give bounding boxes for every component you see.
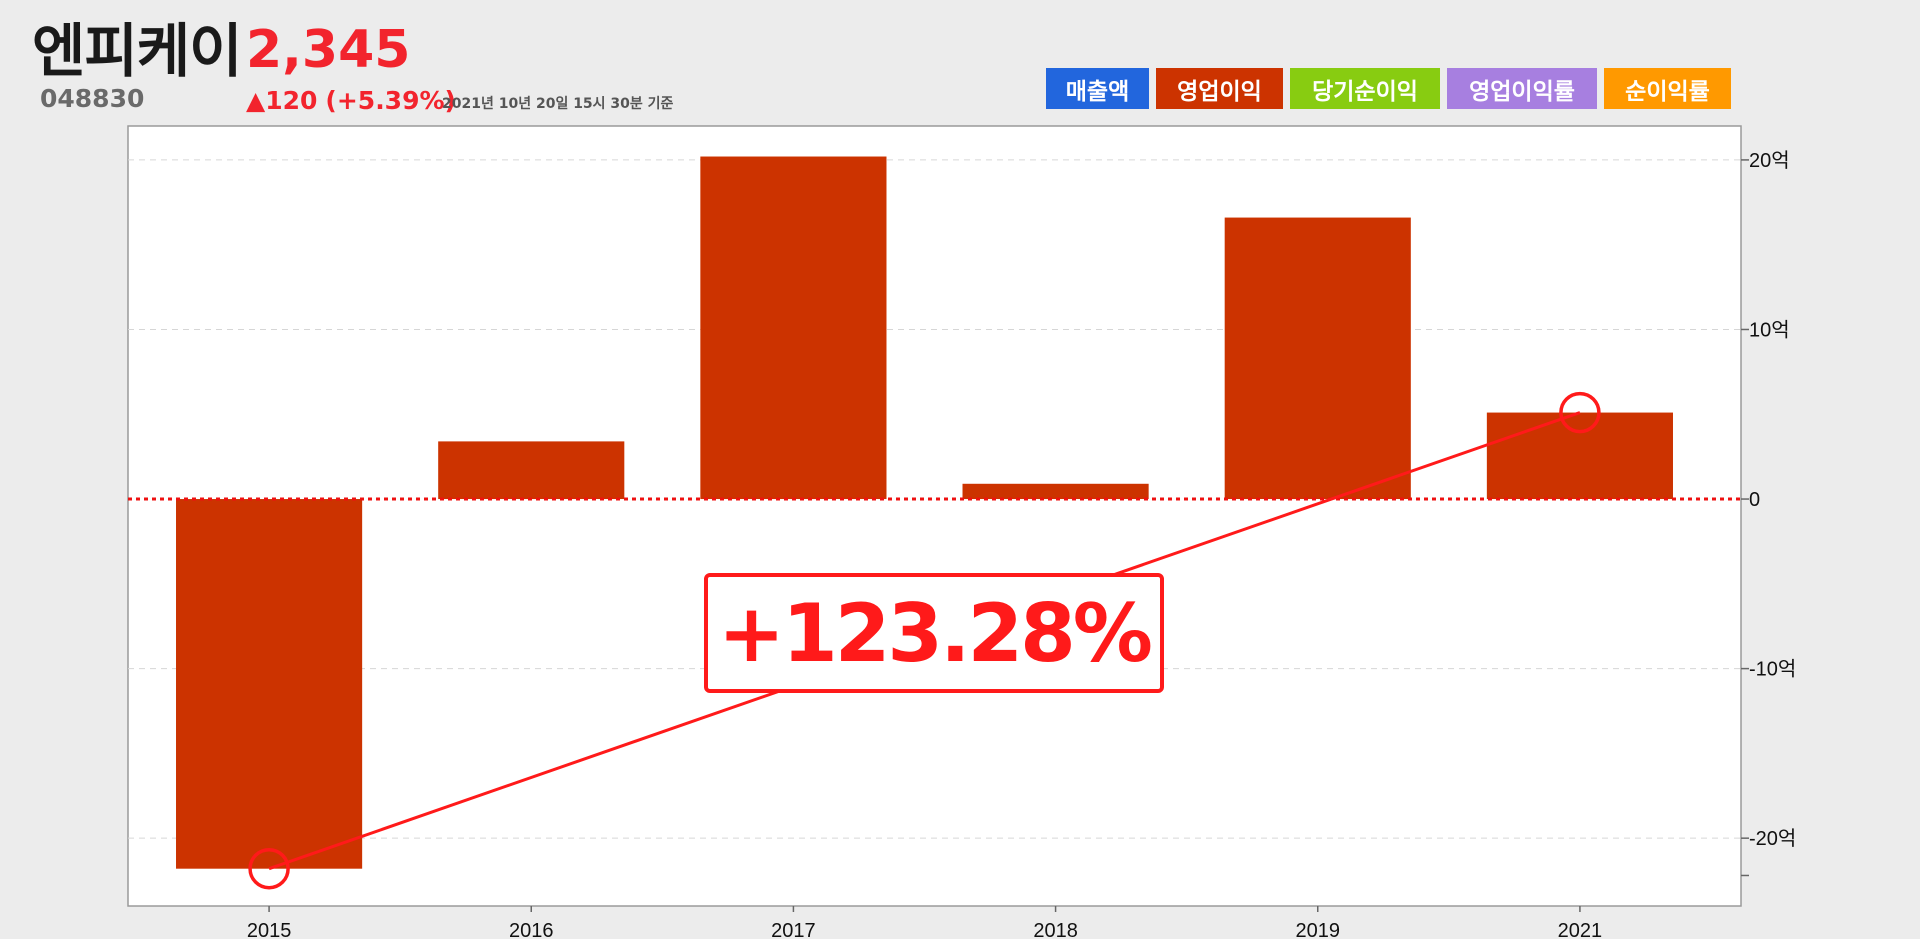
bar-2021: [1486, 412, 1673, 500]
stock-header: 엔피케이 048830 2,345 ▲120 (+5.39%) 2021년 10년…: [0, 0, 1920, 125]
trend-end-marker: [1559, 391, 1601, 434]
legend-button-revenue[interactable]: 매출액: [1046, 68, 1149, 109]
y-tick-label: -10억: [1749, 658, 1796, 681]
bars: [176, 156, 1673, 869]
price-change: ▲120 (+5.39%): [246, 86, 456, 115]
x-tick-label: 2018: [1033, 920, 1078, 939]
legend-button-net-income[interactable]: 당기순이익: [1290, 68, 1440, 109]
company-name: 엔피케이: [32, 17, 242, 85]
metric-legend: 매출액 영업이익 당기순이익 영업이익률 순이익률: [1046, 68, 1731, 109]
bar-2017: [700, 156, 887, 500]
plot-area: [127, 125, 1742, 907]
x-tick-label: 2016: [509, 920, 554, 939]
y-tick-label: -20억: [1749, 827, 1796, 850]
bar-2016: [438, 441, 625, 500]
bar-2018: [962, 483, 1149, 500]
legend-button-operating-margin[interactable]: 영업이익률: [1447, 68, 1597, 109]
legend-button-operating-profit[interactable]: 영업이익: [1156, 68, 1283, 109]
stock-code: 048830: [40, 84, 145, 113]
change-percent: (+5.39%): [325, 86, 456, 115]
x-tick-label: 2017: [771, 920, 816, 939]
trend-start-marker: [248, 847, 290, 890]
x-tick-label: 2015: [247, 920, 292, 939]
y-tick-label: 20억: [1749, 149, 1790, 172]
y-tick-label: 0: [1749, 489, 1760, 511]
axes: 20억 10억 0 -10억 -20억 2015 2016 2017 2018 2019 2021: [128, 149, 1796, 939]
bar-2015: [176, 499, 363, 869]
bar-2019: [1224, 217, 1411, 500]
change-amount: ▲120: [246, 86, 318, 115]
legend-button-net-margin[interactable]: 순이익률: [1604, 68, 1731, 109]
growth-callout: +123.28%: [704, 573, 1164, 693]
x-tick-label: 2019: [1296, 920, 1341, 939]
as-of-timestamp: 2021년 10년 20일 15시 30분 기준: [442, 96, 674, 112]
stock-price: 2,345: [246, 20, 411, 80]
x-tick-label: 2021: [1558, 920, 1603, 939]
y-tick-label: 10억: [1749, 318, 1790, 341]
